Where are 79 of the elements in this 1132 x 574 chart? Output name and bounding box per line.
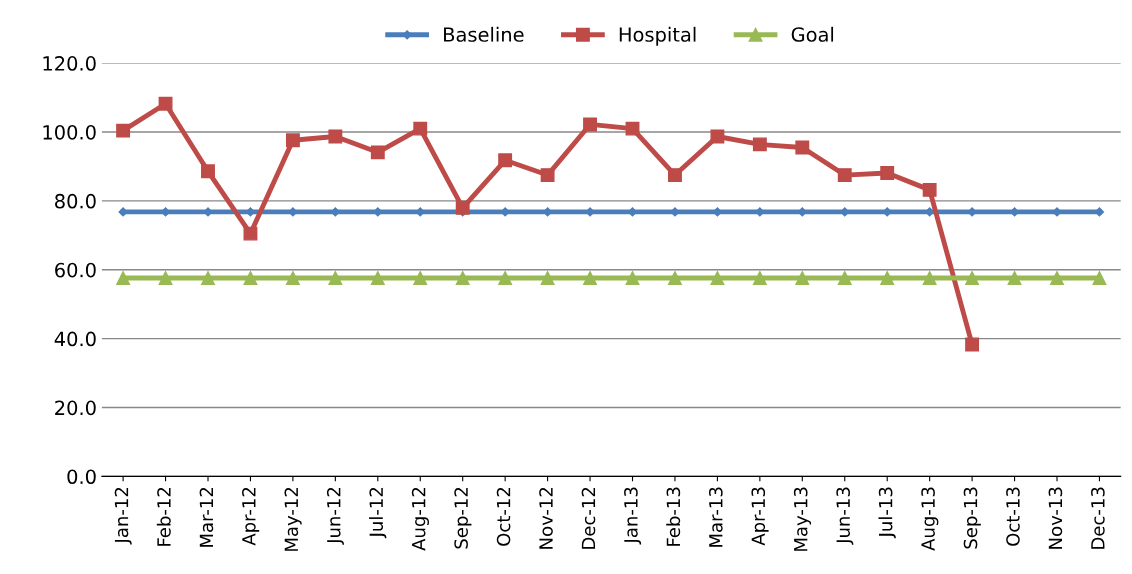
x-tick-label: Jan-12 — [114, 487, 132, 545]
x-tick-label: Jun-13 — [836, 487, 854, 545]
point — [583, 271, 598, 285]
point — [837, 168, 852, 183]
point — [370, 145, 385, 160]
x-tick-label: Mar-12 — [199, 487, 214, 547]
y-tick-label: 100.0 — [43, 124, 96, 140]
point — [668, 271, 682, 285]
point — [880, 166, 895, 180]
x-tick-label: Mar-13 — [708, 487, 723, 547]
x-tick-label: Sep-12 — [454, 487, 472, 549]
x-tick-label: Aug-12 — [411, 487, 429, 551]
y-tick-label: 60.0 — [55, 262, 96, 278]
point — [540, 168, 555, 183]
point — [328, 129, 343, 144]
point — [285, 271, 300, 285]
x-tick-label: Apr-13 — [751, 487, 769, 546]
point — [498, 153, 513, 168]
x-tick-label: Nov-13 — [1048, 487, 1063, 549]
point — [243, 226, 258, 241]
point — [201, 164, 215, 179]
point — [455, 271, 470, 285]
point — [285, 133, 300, 148]
legend-label: Hospital — [619, 26, 696, 46]
point — [965, 337, 980, 352]
y-tick-label: 0.0 — [67, 469, 96, 485]
point — [965, 271, 980, 285]
point — [922, 271, 937, 285]
x-tick-label: Dec-13 — [1091, 487, 1105, 549]
point — [413, 121, 428, 136]
point — [498, 271, 513, 285]
legend-label: Goal — [791, 26, 834, 42]
point — [752, 271, 767, 285]
point — [1092, 271, 1107, 285]
y-tick-label: 120.0 — [43, 56, 96, 71]
point — [116, 271, 131, 285]
x-tick-label: May-12 — [284, 487, 302, 551]
point — [795, 140, 810, 155]
x-tick-label: Feb-13 — [666, 487, 681, 546]
point — [158, 96, 173, 111]
point — [158, 271, 173, 285]
point — [370, 271, 385, 285]
x-tick-label: Jun-12 — [326, 487, 344, 545]
point — [583, 117, 598, 132]
x-tick-label: Jan-13 — [624, 487, 642, 545]
point — [1007, 271, 1022, 285]
x-tick-label: Oct-12 — [496, 487, 511, 546]
point — [413, 271, 428, 285]
x-tick-label: May-13 — [793, 487, 812, 551]
point — [540, 271, 555, 285]
x-tick-label: Feb-12 — [156, 487, 171, 546]
point — [243, 271, 258, 285]
point — [668, 168, 682, 183]
point — [328, 271, 343, 285]
x-tick-label: Nov-12 — [539, 487, 553, 549]
x-tick-label: Jul-13 — [878, 487, 896, 539]
x-tick-label: Jul-12 — [369, 487, 387, 539]
x-tick-label: Oct-13 — [1006, 487, 1020, 546]
point — [625, 121, 640, 136]
point — [201, 271, 215, 285]
point — [710, 129, 725, 144]
point — [795, 271, 810, 285]
point — [922, 182, 937, 197]
y-tick-label: 40.0 — [54, 331, 96, 347]
point — [837, 271, 852, 285]
point — [116, 123, 131, 138]
point — [455, 200, 470, 215]
point — [880, 271, 895, 285]
x-tick-label: Apr-12 — [242, 487, 260, 546]
legend-label: Baseline — [444, 26, 524, 42]
point — [625, 271, 640, 285]
x-tick-label: Aug-13 — [921, 487, 939, 551]
y-tick-label: 80.0 — [55, 193, 96, 209]
x-tick-label: Dec-12 — [581, 487, 596, 549]
y-tick-label: 20.0 — [55, 400, 96, 416]
point — [752, 137, 767, 152]
x-tick-label: Sep-13 — [963, 487, 981, 549]
point — [710, 271, 725, 285]
point — [1050, 271, 1064, 285]
